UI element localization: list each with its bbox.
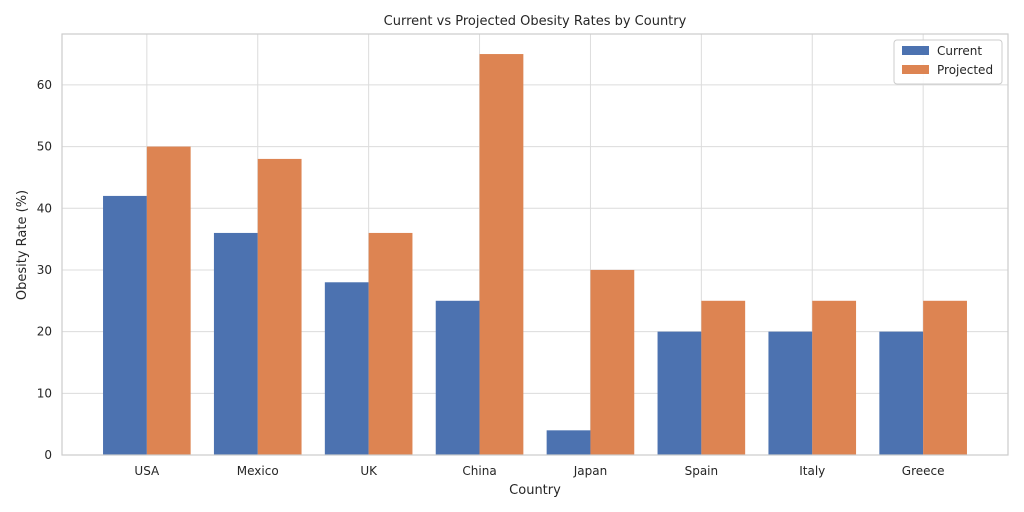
bar-projected-uk (368, 232, 413, 455)
x-tick-label: Mexico (237, 464, 279, 478)
x-tick-label: Japan (573, 464, 607, 478)
chart-title: Current vs Projected Obesity Rates by Co… (384, 14, 687, 29)
legend-swatch-projected (902, 65, 929, 74)
bar-projected-mexico (257, 158, 302, 455)
bar-current-greece (879, 331, 924, 455)
y-tick-label: 30 (37, 263, 52, 277)
bar-current-mexico (213, 232, 258, 455)
bar-current-uk (324, 282, 369, 455)
bars (103, 54, 967, 456)
bar-projected-greece (923, 300, 967, 455)
grid (62, 34, 1008, 456)
x-tick-label: UK (360, 464, 378, 478)
bar-current-italy (768, 331, 813, 455)
bar-projected-usa (146, 146, 191, 456)
x-tick-label: USA (134, 464, 160, 478)
legend-swatch-current (902, 46, 929, 55)
bar-current-usa (103, 195, 147, 455)
y-tick-label: 0 (44, 448, 52, 462)
y-tick-label: 60 (37, 78, 52, 92)
x-tick-label: Italy (799, 464, 825, 478)
bar-current-china (435, 300, 480, 455)
bar-current-spain (657, 331, 702, 455)
bar-projected-italy (812, 300, 857, 455)
bar-projected-japan (590, 269, 635, 455)
x-tick-label: Spain (685, 464, 719, 478)
legend-label-current: Current (937, 44, 982, 58)
y-tick-label: 40 (37, 201, 52, 215)
y-axis-label: Obesity Rate (%) (15, 190, 30, 300)
x-tick-label: Greece (902, 464, 945, 478)
plot-frame (61, 33, 1009, 456)
x-axis-ticks: USA Mexico UK China Japan Spain Italy Greece (134, 464, 944, 478)
x-tick-label: China (462, 464, 496, 478)
legend-label-projected: Projected (937, 63, 993, 77)
y-axis-ticks: 0 10 20 30 40 50 60 (37, 78, 52, 462)
y-tick-label: 50 (37, 140, 52, 154)
legend: Current Projected (893, 39, 1003, 85)
bar-projected-china (479, 54, 524, 456)
y-tick-label: 10 (37, 386, 52, 400)
bar-current-japan (546, 430, 591, 455)
y-tick-label: 20 (37, 325, 52, 339)
bar-projected-spain (701, 300, 746, 455)
x-axis-label: Country (509, 483, 561, 498)
